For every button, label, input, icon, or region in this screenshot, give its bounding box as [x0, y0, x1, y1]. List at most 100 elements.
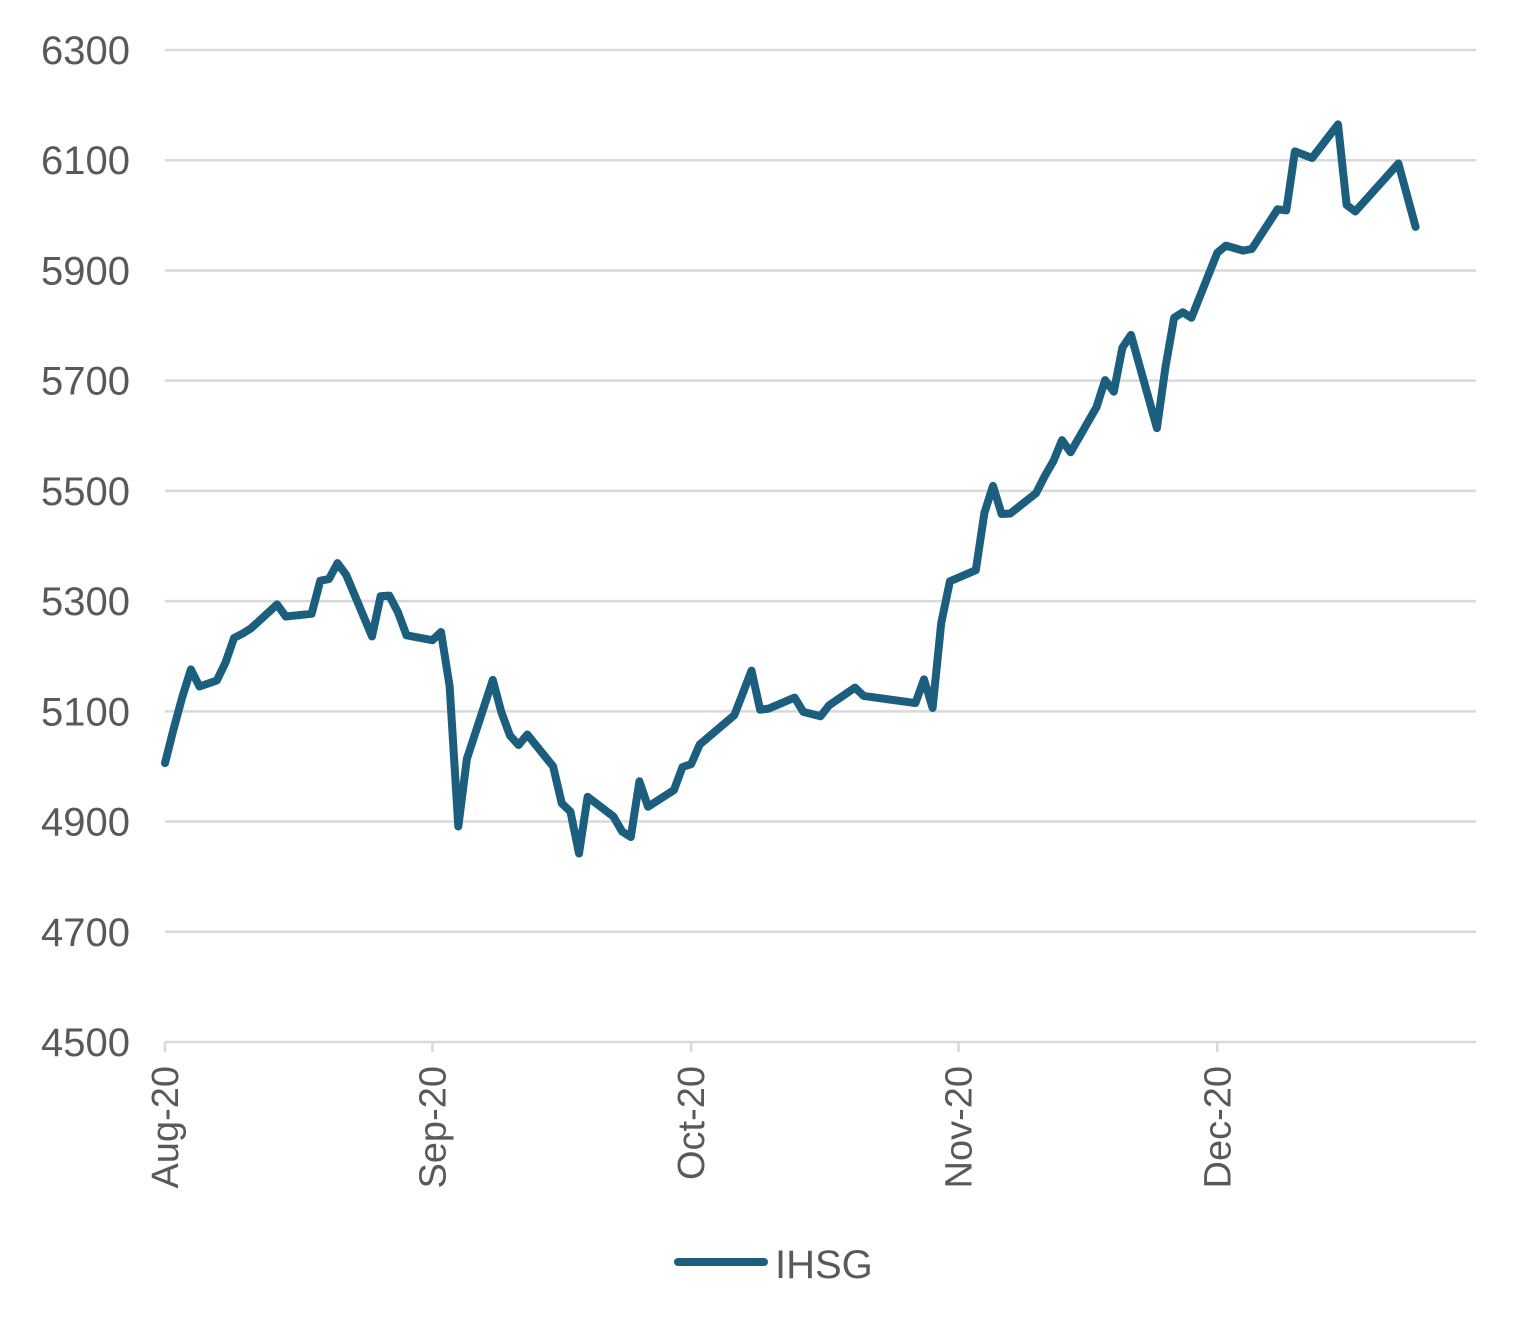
- data-point: [1113, 391, 1115, 393]
- data-point: [1337, 123, 1339, 125]
- data-point: [940, 622, 942, 624]
- y-tick-label: 4700: [41, 911, 130, 955]
- legend-label: IHSG: [775, 1243, 873, 1287]
- data-point: [1397, 162, 1399, 165]
- data-point: [1311, 157, 1313, 159]
- data-point: [319, 580, 321, 582]
- x-tick-label: Aug-20: [145, 1066, 187, 1189]
- data-point: [1415, 226, 1417, 228]
- data-point: [819, 715, 822, 717]
- data-point: [699, 743, 701, 746]
- data-point: [1242, 250, 1244, 252]
- data-point: [561, 802, 563, 805]
- data-point: [466, 758, 468, 760]
- series-layer: [161, 120, 1420, 858]
- data-point: [509, 735, 511, 737]
- data-point: [1294, 150, 1296, 152]
- data-point: [759, 709, 761, 711]
- data-point: [388, 595, 390, 597]
- data-point: [863, 695, 865, 697]
- data-point: [1277, 208, 1279, 210]
- data-point: [336, 562, 339, 564]
- data-point: [647, 806, 649, 808]
- x-tick-label: Sep-20: [412, 1066, 454, 1189]
- data-point: [992, 485, 994, 487]
- y-tick-label: 5700: [41, 360, 130, 404]
- data-point: [198, 685, 201, 688]
- data-point: [578, 852, 580, 855]
- data-point: [216, 679, 218, 682]
- data-point: [802, 711, 804, 713]
- data-point: [681, 766, 684, 768]
- gridlines: [165, 48, 1476, 934]
- data-point: [673, 789, 675, 791]
- legend: IHSG: [674, 1243, 873, 1287]
- y-axis: 4500 4700 4900 5100 5300 5500 5700 5900 6100 6300: [41, 29, 130, 1065]
- y-tick-label: 4500: [41, 1021, 130, 1065]
- y-tick-label: 4900: [41, 801, 130, 845]
- data-point: [975, 569, 977, 571]
- data-point: [983, 512, 986, 514]
- data-point: [397, 611, 399, 613]
- data-point: [914, 702, 917, 704]
- data-point: [164, 762, 166, 764]
- y-tick-label: 5300: [41, 580, 130, 624]
- data-point: [440, 631, 442, 633]
- x-tick-label: Oct-20: [671, 1066, 713, 1180]
- data-point: [1225, 245, 1227, 247]
- data-point: [949, 580, 951, 582]
- data-point: [630, 836, 632, 838]
- data-point: [311, 613, 313, 615]
- data-point: [518, 744, 520, 746]
- data-point: [233, 637, 235, 639]
- data-point: [1190, 317, 1192, 319]
- y-tick-label: 5900: [41, 249, 130, 293]
- series-line-ihsg: [161, 120, 1420, 858]
- data-point: [854, 687, 856, 689]
- data-point: [405, 634, 408, 636]
- data-point: [285, 615, 287, 618]
- data-point: [1173, 317, 1175, 319]
- data-point: [190, 668, 192, 671]
- data-point: [1346, 204, 1348, 206]
- data-point: [742, 692, 744, 694]
- data-point: [552, 765, 554, 768]
- data-point: [621, 830, 623, 833]
- data-point: [380, 595, 382, 597]
- data-point: [1121, 347, 1123, 349]
- y-tick-label: 5500: [41, 470, 130, 514]
- data-point: [1216, 252, 1218, 254]
- data-point: [276, 603, 278, 606]
- data-point: [431, 639, 433, 641]
- y-tick-label: 6100: [41, 139, 130, 183]
- data-point: [1182, 311, 1184, 313]
- data-point: [250, 627, 252, 629]
- data-point: [1070, 451, 1072, 453]
- data-point: [1052, 460, 1054, 462]
- data-point: [828, 704, 830, 706]
- data-point: [181, 696, 183, 698]
- data-point: [1164, 366, 1167, 368]
- data-point: [1156, 427, 1158, 429]
- data-point: [794, 697, 796, 699]
- data-point: [1035, 492, 1037, 494]
- data-point: [733, 714, 735, 716]
- y-tick-label: 5100: [41, 690, 130, 734]
- data-point: [750, 670, 753, 672]
- data-point: [224, 662, 226, 664]
- data-point: [1044, 475, 1046, 477]
- data-point: [1104, 379, 1106, 381]
- data-point: [1009, 512, 1011, 515]
- data-point: [1251, 248, 1253, 250]
- data-point: [242, 633, 244, 635]
- data-point: [923, 678, 925, 681]
- data-point: [345, 574, 347, 576]
- data-point: [500, 711, 502, 714]
- data-point: [526, 733, 528, 736]
- data-point: [932, 707, 934, 709]
- data-point: [587, 796, 589, 798]
- y-tick-label: 6300: [41, 29, 130, 73]
- data-point: [1095, 406, 1098, 408]
- data-point: [1001, 513, 1003, 515]
